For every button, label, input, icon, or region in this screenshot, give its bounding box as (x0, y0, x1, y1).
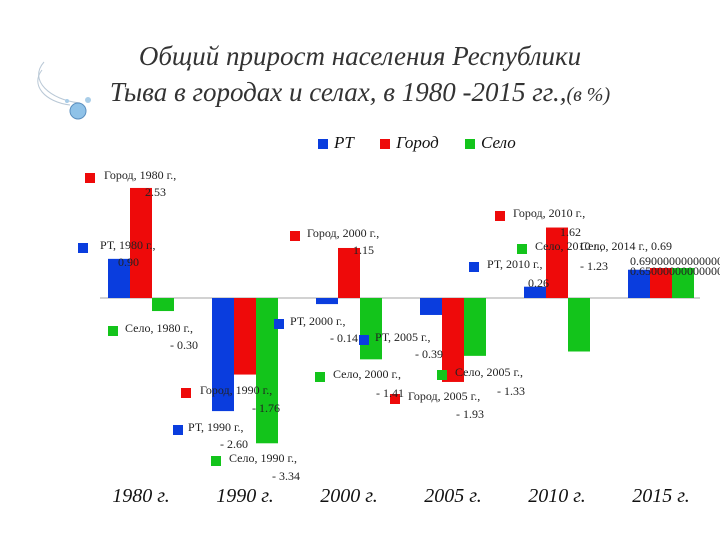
data-label-0-1: РТ, 1990 г., - 2.60 (188, 420, 248, 451)
data-label-1-3: Город, 2005 г., - 1.93 (408, 389, 484, 421)
label-swatch-0-4 (469, 262, 479, 272)
data-label-2-3: Село, 2005 г., - 1.33 (455, 365, 525, 398)
label-swatch-1-0 (85, 173, 95, 183)
bar-2-4 (568, 298, 590, 352)
data-label-2-2: Село, 2000 г., - 1.41 (333, 367, 404, 400)
bar-2-0 (152, 298, 174, 312)
chart-title-main: Тыва в городах и селах, в 1980 -2015 гг.… (109, 77, 567, 107)
legend-label-village: Село (481, 133, 516, 152)
bar-1-0 (130, 187, 152, 298)
x-tick-label-5: 2015 г. (632, 485, 690, 507)
bar-1-5 (650, 267, 672, 298)
data-label-0-3: РТ, 2005 г., - 0.39 (375, 330, 443, 361)
chart-title-units: (в %) (566, 84, 611, 106)
label-swatch-0-1 (173, 425, 183, 435)
bar-1-1 (234, 298, 256, 375)
legend-swatch-city (380, 139, 391, 150)
data-label-2-1: Село, 1990 г., - 3.34 (229, 451, 300, 483)
x-tick-label-0: 1980 г. (112, 485, 170, 507)
legend-label-city: Город (396, 133, 439, 152)
bar-1-3 (442, 298, 464, 382)
bar-0-4 (524, 286, 546, 298)
label-swatch-2-0 (108, 326, 118, 336)
x-tick-label-3: 2005 г. (424, 485, 482, 507)
x-tick-label-4: 2010 г. (528, 485, 586, 507)
label-swatch-2-4 (517, 244, 527, 254)
data-label-0-4: РТ, 2010 г., 0.26 (487, 257, 549, 290)
legend-label-rt: РТ (334, 133, 354, 152)
label-swatch-0-0 (78, 243, 88, 253)
bar-0-5 (628, 269, 650, 298)
x-tick-label-2: 2000 г. (320, 485, 378, 507)
data-label-1-0: Город, 1980 г., 2.53 (104, 168, 176, 199)
data-label-1-4: Город, 2010 г., 1.62 (513, 206, 585, 239)
label-swatch-1-1 (181, 388, 191, 398)
data-label-0-2: РТ, 2000 г., - 0.14 (290, 314, 358, 345)
chart-title-line1: Общий прирост населения Республики (138, 41, 582, 71)
data-label-0-0: РТ, 1980 г., 0.90 (100, 238, 156, 269)
bar-2-3 (464, 298, 486, 356)
data-label-1-1: Город, 1990 г., - 1.76 (200, 383, 280, 415)
legend-item-city: Город (380, 133, 439, 153)
bar-0-1 (212, 298, 234, 412)
label-swatch-1-4 (495, 211, 505, 221)
bar-2-1 (256, 298, 278, 444)
label-swatch-0-2 (274, 319, 284, 329)
bar-0-2 (316, 298, 338, 305)
data-label-2-5: Село, 2014 г., 0.69 (580, 239, 672, 253)
bar-0-0 (108, 258, 130, 298)
label-swatch-2-2 (315, 372, 325, 382)
legend-swatch-village (465, 139, 476, 150)
bar-0-3 (420, 298, 442, 315)
data-label-1-2: Город, 2000 г., 1.15 (307, 226, 379, 257)
chart-title-line2: Тыва в городах и селах, в 1980 -2015 гг.… (0, 74, 720, 113)
legend-item-rt: РТ (318, 133, 354, 153)
x-tick-label-1: 1990 г. (216, 485, 274, 507)
label-swatch-0-3 (359, 335, 369, 345)
data-label-0-5: 0.6500000000000002 (630, 264, 720, 278)
label-swatch-2-3 (437, 370, 447, 380)
data-label-2-0: Село, 1980 г., - 0.30 (125, 321, 198, 352)
data-label-1-5: 0.6900000000000001 (630, 254, 720, 268)
label-swatch-2-1 (211, 456, 221, 466)
bar-2-2 (360, 298, 382, 360)
label-swatch-1-3 (390, 394, 400, 404)
legend-item-village: Село (465, 133, 516, 153)
legend: РТ Город Село (318, 133, 538, 153)
label-swatch-1-2 (290, 231, 300, 241)
bar-1-2 (338, 247, 360, 298)
bar-2-5 (672, 267, 694, 298)
bar-1-4 (546, 227, 568, 298)
legend-swatch-rt (318, 139, 328, 150)
data-label-2-4: Село, 2010 г., - 1.23 (535, 239, 608, 273)
